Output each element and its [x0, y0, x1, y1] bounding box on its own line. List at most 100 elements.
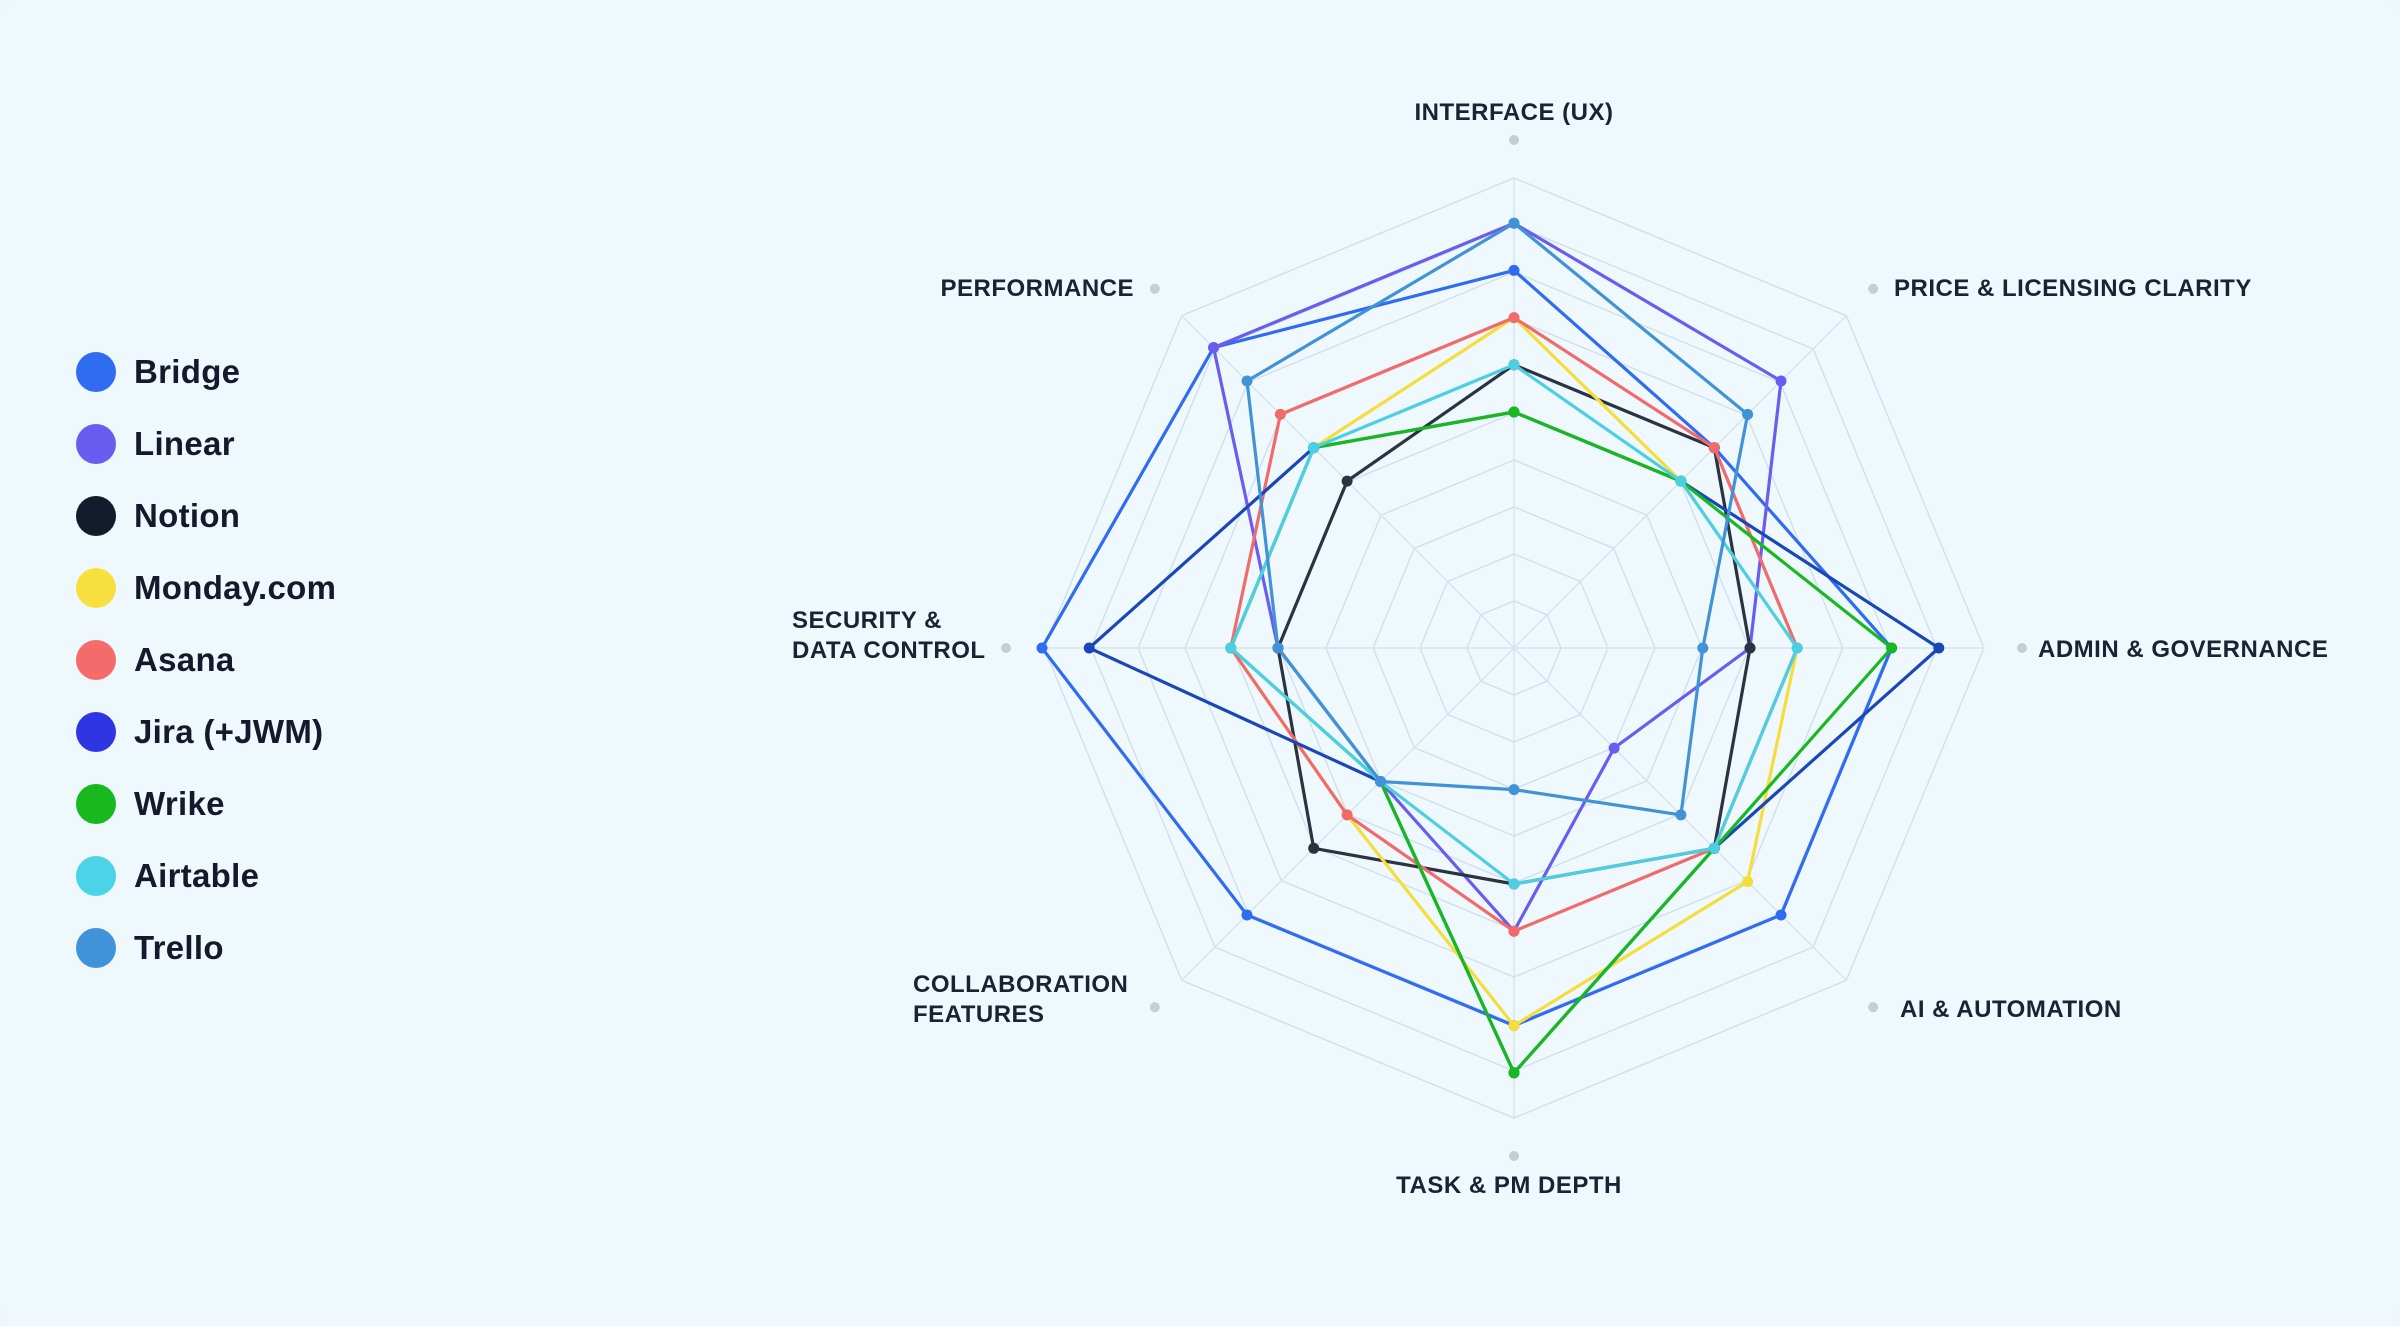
- legend-label: Trello: [134, 929, 224, 966]
- axis-label: INTERFACE (UX): [1415, 99, 1614, 126]
- data-point[interactable]: [1508, 264, 1520, 276]
- data-point[interactable]: [1274, 408, 1286, 420]
- legend-swatch: [76, 352, 116, 392]
- legend-swatch: [76, 568, 116, 608]
- axis-end-dot: [1149, 283, 1160, 294]
- legend-label: Wrike: [134, 785, 225, 822]
- data-point[interactable]: [1241, 909, 1253, 921]
- data-point[interactable]: [1508, 1020, 1520, 1032]
- axis-end-dot: [1001, 643, 1011, 653]
- legend-swatch: [76, 928, 116, 968]
- data-point[interactable]: [1375, 776, 1386, 787]
- data-point[interactable]: [1508, 1067, 1520, 1079]
- data-point[interactable]: [1508, 878, 1520, 890]
- axis-label-line: FEATURES: [913, 1001, 1045, 1028]
- data-point[interactable]: [1208, 342, 1220, 354]
- legend-swatch: [76, 424, 116, 464]
- series-line: [1229, 410, 1894, 1075]
- axis-end-dot: [2017, 643, 2027, 653]
- legend-swatch: [76, 784, 116, 824]
- data-point[interactable]: [1675, 475, 1687, 487]
- legend-label: Jira (+JWM): [134, 713, 324, 750]
- data-point[interactable]: [1508, 359, 1520, 371]
- data-point[interactable]: [1775, 909, 1787, 921]
- legend-label: Notion: [134, 497, 241, 534]
- axis-label-line: TASK & PM DEPTH: [1396, 1172, 1622, 1199]
- axis-label-line: PERFORMANCE: [940, 275, 1134, 302]
- data-point[interactable]: [1272, 642, 1284, 654]
- axis-label-line: COLLABORATION: [913, 971, 1128, 998]
- axis-label: AI & AUTOMATION: [1900, 996, 2122, 1023]
- data-point[interactable]: [1775, 375, 1787, 387]
- data-point[interactable]: [1036, 642, 1048, 654]
- axis-label-line: PRICE & LICENSING CLARITY: [1894, 275, 2252, 302]
- legend-label: Monday.com: [134, 569, 337, 606]
- series-line: [1245, 221, 1750, 817]
- series-wrike[interactable]: [1225, 406, 1898, 1079]
- legend-item-airtable[interactable]: Airtable: [76, 840, 336, 912]
- axis-end-dot: [1509, 135, 1519, 145]
- data-point[interactable]: [1308, 442, 1320, 454]
- legend: Bridge Linear Notion Monday.com Asana Ji…: [76, 336, 336, 984]
- axis-label: PERFORMANCE: [940, 275, 1134, 302]
- data-point[interactable]: [1341, 809, 1353, 821]
- axis-label: ADMIN & GOVERNANCE: [2038, 636, 2328, 663]
- axis-label-line: AI & AUTOMATION: [1900, 996, 2122, 1023]
- axis-label-line: DATA CONTROL: [792, 637, 986, 664]
- axis-label-line: SECURITY &: [792, 607, 942, 634]
- axis-label: TASK & PM DEPTH: [1396, 1172, 1622, 1199]
- axis-end-dot: [1868, 283, 1879, 294]
- data-point[interactable]: [1708, 842, 1720, 854]
- data-point[interactable]: [1742, 876, 1754, 888]
- data-point[interactable]: [1341, 475, 1353, 487]
- axis-label-line: ADMIN & GOVERNANCE: [2038, 636, 2328, 663]
- data-point[interactable]: [1697, 642, 1709, 654]
- legend-item-linear[interactable]: Linear: [76, 408, 336, 480]
- legend-swatch: [76, 640, 116, 680]
- legend-item-bridge[interactable]: Bridge: [76, 336, 336, 408]
- legend-label: Airtable: [134, 857, 260, 894]
- legend-swatch: [76, 712, 116, 752]
- legend-item-wrike[interactable]: Wrike: [76, 768, 336, 840]
- legend-item-jira[interactable]: Jira (+JWM): [76, 696, 336, 768]
- axis-label-line: INTERFACE (UX): [1415, 99, 1614, 126]
- data-point[interactable]: [1608, 742, 1620, 754]
- axis-end-dot: [1868, 1002, 1879, 1013]
- axis-label: SECURITY & DATA CONTROL: [792, 607, 986, 664]
- data-point[interactable]: [1742, 408, 1754, 420]
- legend-item-notion[interactable]: Notion: [76, 480, 336, 552]
- data-point[interactable]: [1508, 312, 1520, 324]
- legend-swatch: [76, 856, 116, 896]
- data-point[interactable]: [1225, 642, 1237, 654]
- data-point[interactable]: [1508, 217, 1520, 229]
- data-point[interactable]: [1675, 809, 1687, 821]
- series-trello[interactable]: [1241, 217, 1754, 821]
- legend-label: Asana: [134, 641, 235, 678]
- data-point[interactable]: [1708, 442, 1720, 454]
- data-point[interactable]: [1886, 642, 1898, 654]
- data-point[interactable]: [1241, 375, 1253, 387]
- data-point[interactable]: [1508, 784, 1520, 796]
- data-point[interactable]: [1933, 642, 1945, 654]
- legend-label: Bridge: [134, 353, 241, 390]
- axis-label: COLLABORATION FEATURES: [913, 971, 1128, 1028]
- radar-series: [1036, 217, 1945, 1079]
- data-point[interactable]: [1508, 925, 1520, 937]
- data-point[interactable]: [1083, 642, 1095, 654]
- data-point[interactable]: [1744, 642, 1756, 654]
- radar-axes: [1001, 135, 2027, 1161]
- axis-end-dot: [1149, 1002, 1160, 1013]
- axis-label: PRICE & LICENSING CLARITY: [1894, 275, 2252, 302]
- legend-label: Linear: [134, 425, 235, 462]
- axis-end-dot: [1509, 1151, 1519, 1161]
- legend-item-monday[interactable]: Monday.com: [76, 552, 336, 624]
- axis-labels: INTERFACE (UX) PRICE & LICENSING CLARITY A…: [792, 99, 2328, 1199]
- legend-swatch: [76, 496, 116, 536]
- data-point[interactable]: [1308, 842, 1320, 854]
- legend-item-trello[interactable]: Trello: [76, 912, 336, 984]
- data-point[interactable]: [1791, 642, 1803, 654]
- data-point[interactable]: [1508, 406, 1520, 418]
- legend-item-asana[interactable]: Asana: [76, 624, 336, 696]
